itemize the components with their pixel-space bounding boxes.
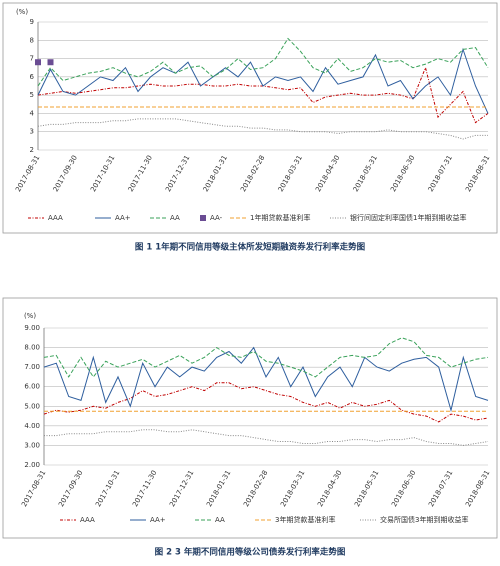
legend-label: 交易所国债3年期到期收益率 bbox=[380, 515, 468, 524]
x-tick-label: 2018-03-31 bbox=[279, 469, 306, 508]
x-tick-label: 2017-09-30 bbox=[57, 469, 84, 508]
legend-label: AA- bbox=[210, 214, 223, 222]
legend-label: AA+ bbox=[115, 214, 131, 222]
x-tick-label: 2018-08-31 bbox=[464, 469, 491, 508]
x-tick-label: 2017-08-31 bbox=[14, 154, 41, 193]
marker bbox=[47, 59, 54, 66]
x-tick-label: 2018-01-31 bbox=[205, 469, 232, 508]
y-tick-label: 5 bbox=[30, 91, 34, 99]
x-tick-label: 2018-06-30 bbox=[389, 154, 416, 193]
chart-frame bbox=[2, 2, 498, 234]
x-tick-label: 2018-05-31 bbox=[352, 154, 379, 193]
x-tick-label: 2018-02-28 bbox=[242, 469, 269, 508]
y-tick-label: 2 bbox=[30, 146, 34, 154]
caption: 图 1 1年期不同信用等级主体所发短期融资券发行利率走势图 bbox=[135, 242, 365, 253]
y-tick-label: 3.00 bbox=[24, 441, 40, 449]
series-line bbox=[37, 47, 489, 114]
x-tick-label: 2018-03-31 bbox=[277, 154, 304, 193]
marker bbox=[35, 59, 41, 66]
x-tick-label: 2018-06-30 bbox=[390, 469, 417, 508]
x-tick-label: 2017-08-31 bbox=[20, 469, 47, 508]
legend-label: AAA bbox=[80, 516, 95, 524]
x-tick-label: 2017-10-31 bbox=[89, 154, 116, 193]
legend-label: 1年期贷款基准利率 bbox=[250, 213, 310, 222]
y-unit: (%) bbox=[24, 312, 36, 320]
legend-label: AA+ bbox=[150, 516, 166, 524]
series-line bbox=[43, 346, 489, 413]
series-line bbox=[44, 429, 489, 446]
legend-label: AA bbox=[215, 516, 225, 524]
y-tick-label: 5.00 bbox=[24, 402, 40, 410]
caption: 图 2 3 年期不同信用等级公司债券发行利率走势图 bbox=[155, 547, 346, 558]
y-tick-label: 3 bbox=[30, 128, 34, 136]
legend-symbol bbox=[200, 215, 206, 221]
x-tick-label: 2018-04-30 bbox=[314, 154, 341, 193]
x-tick-label: 2017-11-30 bbox=[131, 469, 158, 508]
y-tick-label: 9 bbox=[30, 18, 34, 26]
series-line bbox=[37, 118, 488, 140]
y-tick-label: 7.00 bbox=[24, 363, 40, 371]
series-line bbox=[43, 337, 489, 378]
y-unit: (%) bbox=[16, 8, 28, 16]
x-tick-label: 2018-08-31 bbox=[464, 154, 491, 193]
y-tick-label: 6 bbox=[30, 73, 35, 81]
x-tick-label: 2018-04-30 bbox=[316, 469, 343, 508]
legend-label: AAA bbox=[48, 214, 63, 222]
x-tick-label: 2018-01-31 bbox=[202, 154, 229, 193]
y-tick-label: 8 bbox=[30, 36, 34, 44]
series-line bbox=[43, 382, 489, 423]
y-tick-label: 4.00 bbox=[24, 422, 40, 430]
y-tick-label: 6.00 bbox=[24, 383, 40, 391]
x-tick-label: 2017-10-31 bbox=[94, 469, 121, 508]
y-tick-label: 4 bbox=[30, 109, 35, 117]
legend-label: 3年期贷款基准利率 bbox=[275, 515, 335, 524]
y-tick-label: 9.00 bbox=[24, 324, 40, 332]
y-tick-label: 2.00 bbox=[24, 461, 40, 469]
y-tick-label: 7 bbox=[30, 55, 34, 63]
series-line bbox=[37, 37, 489, 87]
chart-frame bbox=[2, 297, 498, 539]
x-tick-label: 2017-12-31 bbox=[164, 154, 191, 193]
x-tick-label: 2017-09-30 bbox=[52, 154, 79, 193]
x-tick-label: 2018-07-31 bbox=[427, 469, 454, 508]
legend-label: AA bbox=[170, 214, 180, 222]
x-tick-label: 2017-11-30 bbox=[127, 154, 154, 193]
x-tick-label: 2018-07-31 bbox=[427, 154, 454, 193]
x-tick-label: 2018-02-28 bbox=[239, 154, 266, 193]
x-tick-label: 2018-05-31 bbox=[353, 469, 380, 508]
legend-label: 银行间固定利率国债1年期到期收益率 bbox=[350, 213, 466, 222]
x-tick-label: 2017-12-31 bbox=[168, 469, 195, 508]
y-tick-label: 8.00 bbox=[24, 344, 40, 352]
